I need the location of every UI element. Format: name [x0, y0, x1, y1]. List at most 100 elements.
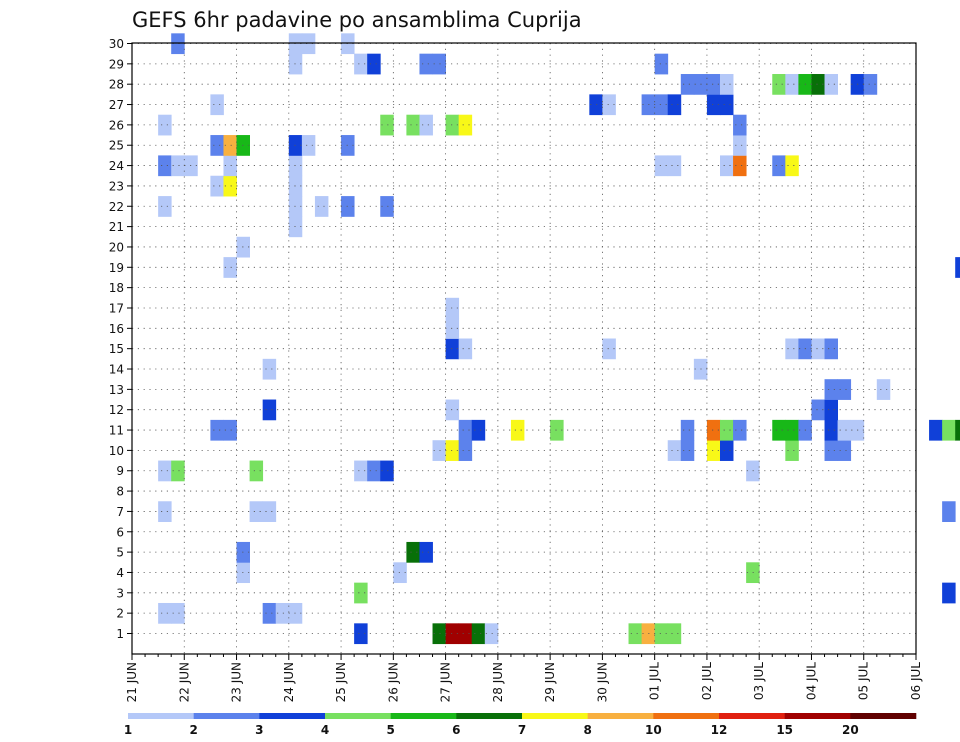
precip-cell [367, 53, 381, 75]
precip-cell [223, 419, 237, 441]
y-tick-label: 9 [116, 464, 124, 478]
x-tick-label: 29 JUN [543, 662, 557, 702]
precip-cell [628, 623, 642, 645]
precip-cell [380, 460, 394, 482]
precip-cell [955, 257, 960, 278]
x-tick-label: 01 JUL [648, 662, 662, 700]
x-tick-label: 21 JUN [125, 662, 139, 702]
precip-cell [158, 155, 172, 177]
y-tick-label: 6 [116, 525, 124, 539]
cells-layer [158, 33, 960, 645]
x-tick-label: 03 JUL [752, 662, 766, 700]
precip-cell [445, 399, 460, 421]
colorbar-label: 6 [452, 723, 460, 737]
y-tick-label: 27 [109, 98, 124, 112]
precip-cell [667, 440, 682, 461]
colorbar-label: 2 [189, 723, 197, 737]
precip-cell [275, 602, 290, 624]
precip-cell [262, 399, 277, 421]
precip-cell [210, 94, 224, 116]
precip-cell [171, 602, 185, 624]
precip-cell [484, 623, 499, 645]
precip-cell [733, 155, 747, 177]
chart-title: GEFS 6hr padavine po ansamblima Cuprija [132, 8, 582, 32]
x-tick-label: 26 JUN [386, 662, 400, 702]
precip-cell [929, 419, 943, 441]
precip-cell [680, 440, 695, 461]
precip-cell [955, 419, 960, 441]
precip-cell [223, 135, 237, 156]
y-tick-label: 24 [109, 159, 124, 173]
precip-cell [733, 419, 747, 441]
precip-cell [785, 74, 799, 95]
precip-cell [510, 419, 525, 441]
precip-cell [837, 440, 852, 461]
precip-cell [432, 623, 446, 645]
colorbar-swatch [719, 713, 785, 719]
precip-cell [733, 114, 747, 136]
precip-cell [837, 379, 852, 400]
precip-cell [223, 155, 237, 177]
colorbar-swatch [653, 713, 720, 719]
colorbar-swatch [259, 713, 326, 719]
precip-cell [772, 155, 786, 177]
precip-cell [876, 379, 891, 400]
precip-cell [602, 338, 616, 360]
precip-cell [158, 501, 172, 522]
precip-cell [432, 53, 446, 75]
y-tick-label: 28 [109, 78, 124, 92]
y-tick-label: 29 [109, 57, 124, 71]
precip-cell [445, 440, 460, 461]
precip-cell [458, 419, 473, 441]
precip-cell [706, 419, 721, 441]
x-tick-label: 04 JUL [804, 662, 818, 700]
precip-cell [171, 33, 185, 55]
precip-cell [772, 419, 786, 441]
colorbar: 1 2 3 4 5 6 7 8 10 12 15 20 [124, 713, 917, 737]
precip-cell [942, 501, 956, 522]
y-tick-label: 25 [109, 139, 124, 153]
precip-cell [380, 196, 394, 217]
precip-cell [942, 582, 956, 604]
precip-cell [419, 114, 433, 136]
y-tick-label: 16 [109, 322, 124, 336]
precip-cell [341, 196, 355, 217]
precip-cell [419, 53, 433, 75]
colorbar-label: 4 [321, 723, 329, 737]
precip-cell [354, 53, 368, 75]
precip-cell [380, 114, 394, 136]
precip-cell [654, 94, 669, 116]
y-tick-label: 2 [116, 607, 124, 621]
precip-cell [706, 94, 721, 116]
colorbar-swatch [587, 713, 654, 719]
precip-cell [158, 602, 172, 624]
y-tick-label: 12 [109, 403, 124, 417]
precip-cell [785, 338, 799, 360]
colorbar-label: 20 [842, 723, 859, 737]
x-axis: 21 JUN 22 JUN 23 JUN 24 JUN 25 JUN 26 JUN 27 J… [125, 654, 923, 702]
precip-cell [785, 440, 799, 461]
precip-cell [824, 74, 838, 95]
precip-cell [720, 74, 734, 95]
x-tick-label: 23 JUN [230, 662, 244, 702]
y-tick-label: 26 [109, 118, 124, 132]
y-tick-label: 14 [109, 363, 124, 377]
precip-cell [262, 358, 277, 380]
x-tick-label: 22 JUN [177, 662, 191, 702]
precip-cell [406, 541, 420, 563]
precip-cell [210, 135, 224, 156]
precip-cell [654, 53, 669, 75]
precip-cell [785, 155, 799, 177]
precip-cell [223, 175, 237, 197]
precip-cell [471, 623, 486, 645]
y-tick-label: 15 [109, 342, 124, 356]
y-tick-label: 10 [109, 444, 124, 458]
colorbar-swatch [522, 713, 588, 719]
y-axis: 1234567891011121314151617181920212223242… [109, 37, 132, 641]
precip-cell [471, 419, 486, 441]
colorbar-swatch [193, 713, 260, 719]
precip-cell [458, 440, 473, 461]
x-tick-label: 05 JUL [857, 662, 871, 700]
y-tick-label: 30 [109, 37, 124, 51]
precip-cell [680, 74, 695, 95]
